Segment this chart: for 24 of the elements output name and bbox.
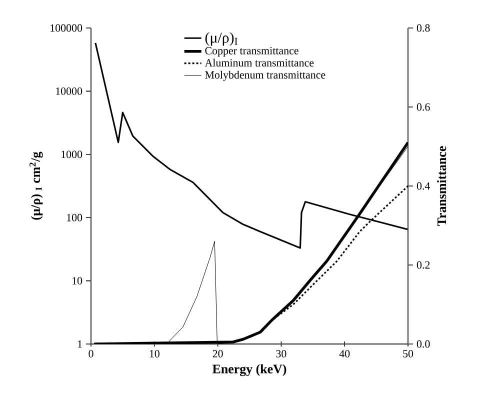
x-tick-label: 0	[88, 350, 94, 358]
y-axis-title: (μ/ρ) $_{I}$ cm$^{2}$/g	[30, 152, 43, 220]
y-tick-label: 1000	[62, 150, 82, 158]
x-axis-title: Energy (keV)	[212, 364, 286, 376]
y-tick-label: 100000	[50, 24, 82, 32]
y2-tick-label: 0.4	[416, 182, 430, 190]
y2-axis-title: Transmittance	[437, 146, 446, 226]
x-tick-label: 40	[339, 350, 350, 358]
legend-label: Molybdenum transmittance	[205, 70, 326, 81]
legend-label: (μ/ρ)$_{I}$	[205, 32, 238, 46]
y-tick-label: 1	[78, 340, 82, 348]
y2-tick-label: 0.8	[416, 24, 430, 32]
x-tick-label: 50	[403, 350, 414, 358]
x-tick-label: 30	[276, 350, 286, 358]
y-tick-label: 10000	[56, 88, 82, 95]
y-tick-label: 10	[72, 277, 82, 284]
y2-tick-label: 0.2	[416, 261, 430, 269]
legend-label: Aluminum transmittance	[204, 58, 314, 66]
y2-tick-label: 0.6	[416, 103, 430, 111]
y-tick-label: 100	[67, 214, 82, 222]
y2-tick-label: 0.0	[416, 340, 430, 348]
legend-label: Copper transmittance	[205, 47, 298, 57]
x-tick-label: 10	[150, 350, 160, 358]
x-tick-label: 20	[212, 350, 223, 358]
